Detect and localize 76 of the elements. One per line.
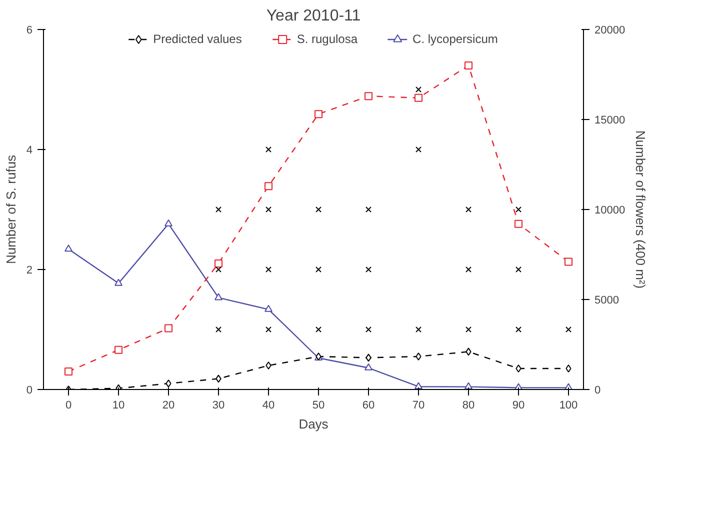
point — [366, 206, 372, 212]
point — [266, 266, 272, 272]
point — [216, 266, 222, 272]
y-tick-label: 0 — [26, 384, 33, 396]
x-tick-label: 70 — [412, 400, 425, 412]
point — [466, 326, 472, 332]
point — [466, 266, 472, 272]
point — [516, 266, 522, 272]
y2-tick-label: 5000 — [594, 294, 619, 306]
y-tick-label: 2 — [26, 264, 33, 276]
point — [64, 368, 72, 376]
point — [466, 206, 472, 212]
x-tick-label: 100 — [559, 400, 578, 412]
point — [114, 278, 122, 286]
point — [466, 348, 472, 356]
x-tick-label: 0 — [65, 400, 72, 412]
x-tick-label: 20 — [162, 400, 175, 412]
point — [516, 326, 522, 332]
point — [216, 326, 222, 332]
point — [516, 206, 522, 212]
point — [414, 94, 422, 102]
point — [564, 258, 572, 266]
point — [366, 266, 372, 272]
point — [364, 363, 372, 370]
point — [316, 266, 322, 272]
point — [366, 326, 372, 332]
y2-tick-label: 10000 — [594, 204, 626, 216]
point — [416, 352, 422, 360]
legend-label: S. rugulosa — [296, 32, 358, 46]
point — [266, 362, 272, 370]
point — [214, 293, 222, 300]
y2-tick-label: 0 — [594, 384, 601, 396]
point — [516, 364, 522, 372]
point — [566, 326, 572, 332]
point — [314, 110, 322, 118]
point — [214, 260, 222, 268]
point — [264, 182, 272, 190]
y2-tick-label: 20000 — [594, 24, 626, 36]
x-tick-label: 10 — [112, 400, 125, 412]
point — [366, 354, 372, 362]
point — [416, 326, 422, 332]
x-tick-label: 30 — [212, 400, 225, 412]
point — [266, 206, 272, 212]
point — [414, 382, 422, 390]
point — [514, 220, 522, 228]
point — [364, 92, 372, 100]
point — [64, 244, 72, 252]
y2-tick-label: 15000 — [594, 114, 626, 126]
point — [164, 219, 172, 226]
point — [416, 146, 422, 152]
chart-title: Year 2010-11 — [266, 8, 361, 24]
point — [114, 346, 122, 354]
y-tick-label: 4 — [26, 144, 33, 156]
point — [266, 326, 272, 332]
y2-axis-title: Number of flowers (400 m²) — [633, 130, 648, 289]
point — [416, 86, 422, 92]
x-tick-label: 50 — [312, 400, 325, 412]
point — [216, 206, 222, 212]
point — [166, 380, 172, 388]
x-tick-label: 40 — [262, 400, 275, 412]
y-axis-title: Number of S. rufus — [3, 154, 18, 264]
x-tick-label: 60 — [362, 400, 375, 412]
x-tick-label: 90 — [512, 400, 525, 412]
point — [266, 146, 272, 152]
point — [264, 304, 272, 312]
point — [216, 374, 222, 383]
point — [164, 324, 172, 332]
point — [464, 62, 472, 70]
point — [566, 364, 572, 372]
y-tick-label: 6 — [26, 24, 33, 36]
point — [316, 326, 322, 332]
point — [316, 206, 322, 212]
legend-label: C. lycopersicum — [412, 32, 498, 46]
x-axis-title: Days — [298, 416, 329, 432]
x-tick-label: 80 — [462, 400, 475, 412]
legend-label: Predicted values — [153, 32, 242, 46]
